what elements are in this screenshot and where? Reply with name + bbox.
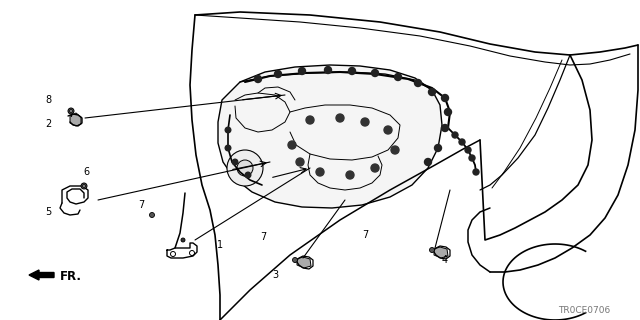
Circle shape bbox=[288, 141, 296, 149]
Circle shape bbox=[181, 238, 185, 242]
Polygon shape bbox=[218, 65, 442, 208]
Text: 2: 2 bbox=[45, 119, 51, 129]
Circle shape bbox=[442, 94, 449, 101]
Circle shape bbox=[336, 114, 344, 122]
Circle shape bbox=[445, 108, 451, 116]
Circle shape bbox=[232, 159, 238, 165]
Circle shape bbox=[429, 247, 435, 252]
Text: 7: 7 bbox=[260, 232, 266, 242]
Text: 7: 7 bbox=[362, 230, 368, 240]
FancyArrow shape bbox=[29, 270, 54, 280]
Circle shape bbox=[225, 145, 231, 151]
Circle shape bbox=[415, 79, 422, 86]
Circle shape bbox=[324, 67, 332, 74]
Circle shape bbox=[245, 172, 251, 178]
Circle shape bbox=[459, 139, 465, 145]
Text: 5: 5 bbox=[45, 207, 51, 217]
Circle shape bbox=[473, 169, 479, 175]
Circle shape bbox=[346, 171, 354, 179]
Circle shape bbox=[83, 185, 86, 188]
Circle shape bbox=[469, 155, 475, 161]
Circle shape bbox=[227, 150, 263, 186]
Circle shape bbox=[452, 132, 458, 138]
Circle shape bbox=[298, 68, 305, 75]
Circle shape bbox=[394, 74, 401, 81]
Circle shape bbox=[225, 127, 231, 133]
Text: 6: 6 bbox=[83, 167, 89, 177]
Text: 1: 1 bbox=[217, 240, 223, 250]
Polygon shape bbox=[434, 247, 448, 258]
Circle shape bbox=[435, 145, 442, 151]
Polygon shape bbox=[70, 113, 81, 126]
Text: FR.: FR. bbox=[60, 269, 82, 283]
Circle shape bbox=[81, 183, 87, 189]
Text: 4: 4 bbox=[442, 255, 448, 265]
Circle shape bbox=[349, 68, 355, 75]
Circle shape bbox=[70, 109, 72, 113]
Circle shape bbox=[237, 160, 253, 176]
Text: TR0CE0706: TR0CE0706 bbox=[558, 306, 611, 315]
Text: 3: 3 bbox=[272, 270, 278, 280]
Circle shape bbox=[316, 168, 324, 176]
Circle shape bbox=[306, 116, 314, 124]
Circle shape bbox=[424, 158, 431, 165]
Circle shape bbox=[442, 124, 449, 132]
Circle shape bbox=[275, 70, 282, 77]
Circle shape bbox=[361, 118, 369, 126]
Circle shape bbox=[465, 147, 471, 153]
Circle shape bbox=[429, 89, 435, 95]
Text: 7: 7 bbox=[138, 200, 144, 210]
Circle shape bbox=[150, 212, 154, 218]
Circle shape bbox=[296, 158, 304, 166]
Text: 8: 8 bbox=[45, 95, 51, 105]
Circle shape bbox=[68, 108, 74, 114]
Circle shape bbox=[255, 76, 262, 83]
Circle shape bbox=[292, 258, 298, 262]
Circle shape bbox=[371, 69, 378, 76]
Polygon shape bbox=[297, 257, 311, 268]
Circle shape bbox=[371, 164, 379, 172]
Circle shape bbox=[391, 146, 399, 154]
Circle shape bbox=[384, 126, 392, 134]
